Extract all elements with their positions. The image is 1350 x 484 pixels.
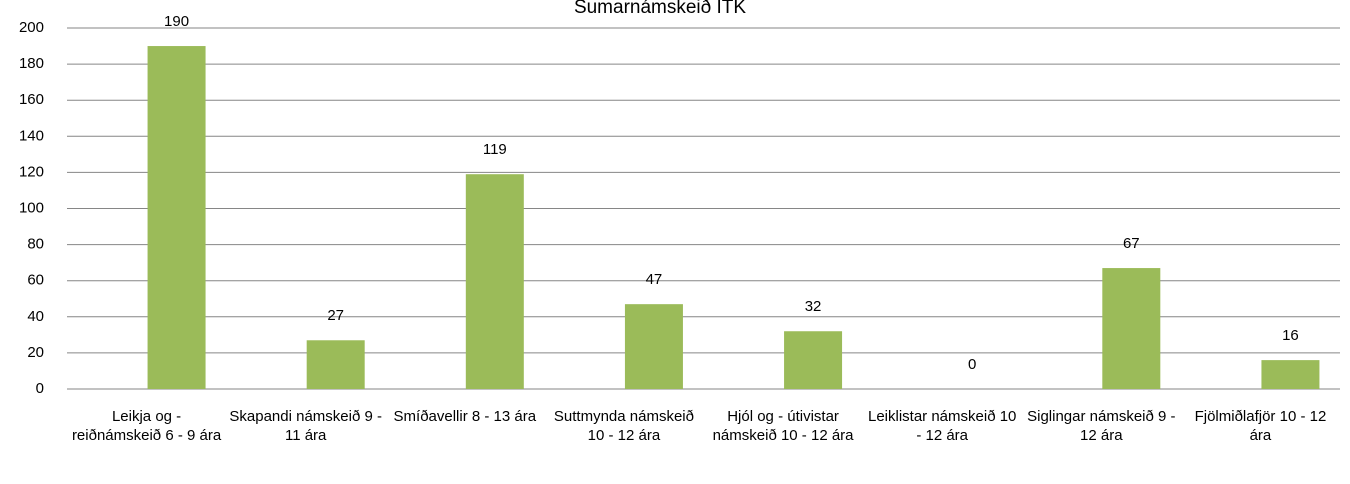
y-tick-label: 180 [19,55,44,72]
value-label: 27 [327,307,344,324]
bar [306,340,365,389]
x-tick-label: Skapandi námskeið 9 - 11 ára [229,408,382,444]
value-label: 0 [968,356,976,373]
chart-title: Sumarnámskeið ITK [574,0,746,18]
y-tick-label: 200 [19,19,44,36]
x-tick-label: Smíðavellir 8 - 13 ára [393,408,537,425]
x-tick-label: Hjól og - útivistar námskeið 10 - 12 ára [712,408,854,444]
bar [624,304,683,389]
bar [147,46,206,390]
value-label: 47 [646,271,663,288]
x-tick-container: Leikja og - reiðnámskeið 6 - 9 ára [71,408,222,444]
y-tick-label: 160 [19,91,44,108]
x-tick-container: Smíðavellir 8 - 13 ára [393,408,537,425]
x-tick-label: Leikja og - reiðnámskeið 6 - 9 ára [71,408,222,444]
bar [784,331,843,389]
y-tick-label: 60 [27,272,44,289]
y-tick-label: 20 [27,344,44,361]
x-tick-label: Siglingar námskeið 9 - 12 ára [1027,408,1176,444]
bar [1261,360,1320,389]
value-label: 16 [1282,327,1299,344]
x-tick-label: Suttmynda námskeið 10 - 12 ára [553,408,694,444]
x-tick-label: Fjölmiðlafjör 10 - 12 ára [1194,408,1327,444]
x-tick-container: Suttmynda námskeið 10 - 12 ára [553,408,694,444]
value-label: 67 [1123,235,1140,252]
y-tick-label: 100 [19,199,44,216]
x-tick-container: Leiklistar námskeið 10 - 12 ára [867,408,1017,444]
x-tick-container: Skapandi námskeið 9 - 11 ára [229,408,382,444]
x-tick-container: Hjól og - útivistar námskeið 10 - 12 ára [712,408,854,444]
value-label: 119 [483,141,507,158]
y-tick-label: 80 [27,236,44,253]
y-tick-label: 140 [19,127,44,144]
y-tick-label: 0 [36,380,44,397]
x-tick-label: Leiklistar námskeið 10 - 12 ára [867,408,1017,444]
bar [1102,268,1161,389]
y-tick-label: 40 [27,308,44,325]
value-label: 32 [805,298,822,315]
x-tick-container: Fjölmiðlafjör 10 - 12 ára [1194,408,1327,444]
value-label: 190 [164,13,189,30]
y-tick-label: 120 [19,163,44,180]
x-tick-container: Siglingar námskeið 9 - 12 ára [1027,408,1176,444]
bar [465,174,524,389]
